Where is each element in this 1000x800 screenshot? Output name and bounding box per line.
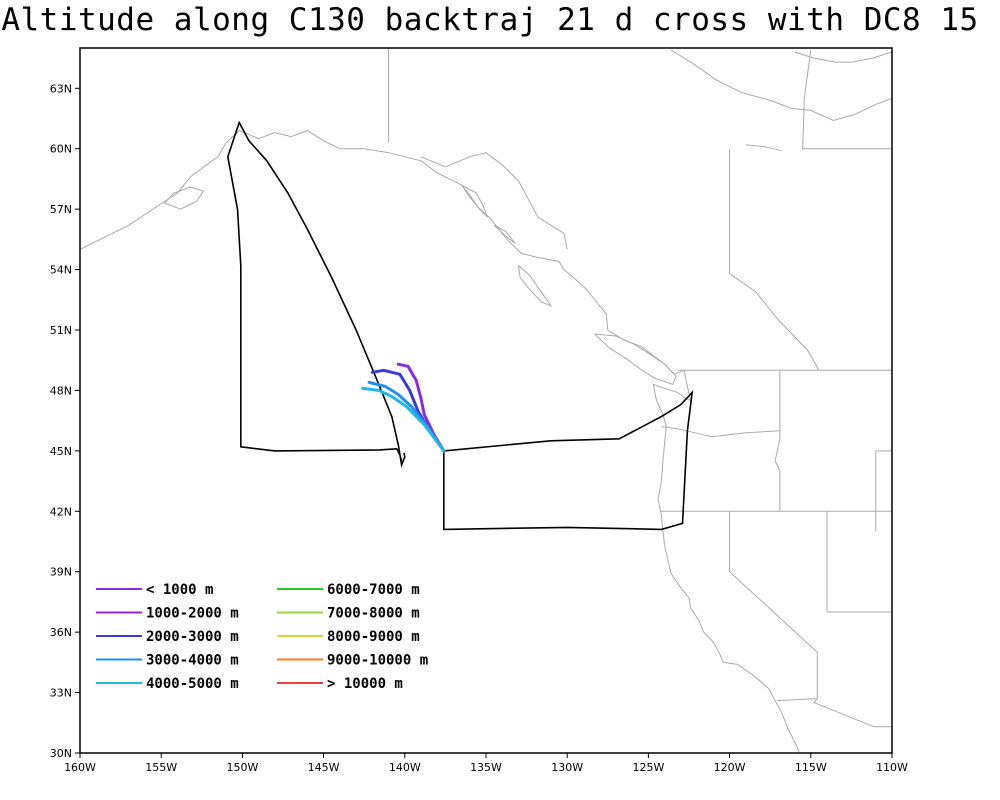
border-segment bbox=[729, 148, 820, 371]
lat-tick-label: 30N bbox=[50, 747, 72, 760]
coastline-segment bbox=[461, 184, 489, 218]
lat-tick-label: 45N bbox=[50, 445, 72, 458]
lat-tick-label: 57N bbox=[50, 203, 72, 216]
lon-tick-label: 145W bbox=[308, 761, 340, 774]
legend-label: 9000-10000 m bbox=[327, 653, 428, 669]
coastline-segment bbox=[518, 265, 553, 307]
coastline-segment bbox=[594, 333, 677, 386]
longitude-axis: 160W 155W 150W 145W 140W 135W 130W 125W 120W 115W… bbox=[64, 753, 908, 774]
lon-tick-label: 135W bbox=[470, 761, 502, 774]
lon-tick-label: 120W bbox=[714, 761, 746, 774]
lon-tick-label: 115W bbox=[795, 761, 827, 774]
lon-tick-label: 150W bbox=[226, 761, 258, 774]
lon-tick-label: 155W bbox=[145, 761, 177, 774]
c130-flight-track bbox=[226, 120, 406, 468]
legend-label: 7000-8000 m bbox=[327, 606, 420, 622]
map-title: Altitude along C130 backtraj 21 d cross … bbox=[1, 2, 979, 38]
border-segment bbox=[826, 511, 892, 613]
lat-tick-label: 54N bbox=[50, 264, 72, 277]
border-segment bbox=[813, 698, 892, 728]
lat-tick-label: 33N bbox=[50, 687, 72, 700]
border-segment bbox=[774, 370, 781, 512]
legend-label: < 1000 m bbox=[146, 582, 213, 598]
legend-label: > 10000 m bbox=[327, 676, 403, 692]
border-segment bbox=[802, 49, 892, 150]
back-trajectories bbox=[361, 362, 446, 453]
lat-tick-label: 39N bbox=[50, 566, 72, 579]
legend-label: 2000-3000 m bbox=[146, 629, 239, 645]
coastlines bbox=[80, 49, 892, 753]
legend-label: 6000-7000 m bbox=[327, 582, 420, 598]
trajectory-line bbox=[396, 362, 446, 453]
altitude-legend: < 1000 m 1000-2000 m 2000-3000 m 3000-4000 … bbox=[96, 582, 428, 692]
legend-label: 1000-2000 m bbox=[146, 606, 239, 622]
lon-tick-label: 130W bbox=[551, 761, 583, 774]
political-borders bbox=[388, 48, 892, 728]
border-segment bbox=[729, 511, 818, 702]
border-segment bbox=[661, 426, 780, 438]
lon-tick-label: 160W bbox=[64, 761, 96, 774]
map-frame bbox=[79, 47, 893, 754]
lat-tick-label: 60N bbox=[50, 143, 72, 156]
flight-tracks bbox=[226, 120, 694, 531]
border-segment bbox=[420, 152, 568, 250]
legend-label: 4000-5000 m bbox=[146, 676, 239, 692]
lat-tick-label: 48N bbox=[50, 384, 72, 397]
coastline-segment bbox=[670, 49, 892, 122]
coastline-segment bbox=[493, 224, 516, 244]
lon-tick-label: 110W bbox=[876, 761, 908, 774]
coastline-segment bbox=[80, 130, 800, 753]
lon-tick-label: 125W bbox=[632, 761, 664, 774]
legend-label: 8000-9000 m bbox=[327, 629, 420, 645]
lon-tick-label: 140W bbox=[389, 761, 421, 774]
lat-tick-label: 63N bbox=[50, 82, 72, 95]
dc8-flight-track bbox=[442, 390, 694, 531]
trajectory-line bbox=[361, 386, 446, 453]
latitude-axis: 30N 33N 36N 39N 42N 45N 48N 51N 54N 57N 60N 63N bbox=[50, 82, 80, 760]
lat-tick-label: 42N bbox=[50, 505, 72, 518]
lat-tick-label: 36N bbox=[50, 626, 72, 639]
legend-label: 3000-4000 m bbox=[146, 653, 239, 669]
coastline-segment bbox=[794, 51, 892, 63]
coastline-segment bbox=[164, 186, 205, 210]
lat-tick-label: 51N bbox=[50, 324, 72, 337]
coastline-segment bbox=[745, 144, 782, 152]
